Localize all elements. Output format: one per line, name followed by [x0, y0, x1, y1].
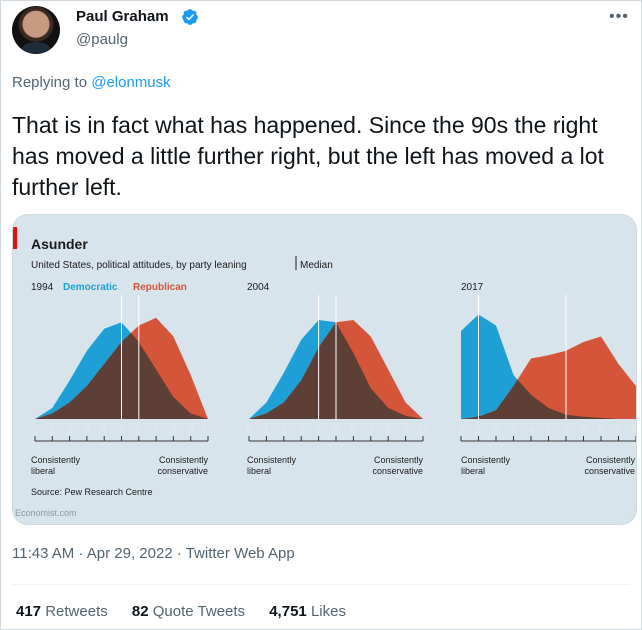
xlabel-right-line2: conservative — [157, 466, 208, 476]
retweets-stat[interactable]: 417 Retweets — [16, 603, 108, 620]
replying-prefix: Replying to — [12, 74, 92, 91]
legend-democratic: Democratic — [63, 282, 118, 293]
x-tick-label: 9 — [188, 424, 194, 436]
xlabel-left-line2: liberal — [247, 466, 271, 476]
x-tick-label: 1 — [49, 424, 55, 436]
x-tick-label: 1 — [475, 424, 481, 436]
avatar-shirt — [20, 42, 52, 54]
x-tick-label: 6 — [563, 424, 569, 436]
replying-to: Replying to @elonmusk — [12, 74, 171, 91]
x-tick-label: 8 — [385, 424, 391, 436]
verified-badge-icon — [182, 9, 198, 25]
x-tick-label: 1 — [263, 424, 269, 436]
x-tick-label: 4 — [101, 424, 107, 436]
tweet-stats: 417 Retweets 82 Quote Tweets 4,751 Likes — [16, 603, 366, 620]
panel-year-label: 2017 — [461, 282, 484, 293]
author-handle[interactable]: @paulg — [76, 31, 128, 48]
x-tick-label: 6 — [136, 424, 142, 436]
chart-subtitle: United States, political attitudes, by p… — [31, 260, 247, 271]
xlabel-left-line2: liberal — [461, 466, 485, 476]
x-tick-label: 8 — [598, 424, 604, 436]
median-key-label: Median — [300, 260, 333, 271]
x-tick-label: 2 — [67, 424, 73, 436]
x-tick-label: 4 — [528, 424, 534, 436]
chart-red-tab — [13, 227, 17, 249]
democratic-area — [461, 314, 636, 419]
x-tick-label: 7 — [368, 424, 374, 436]
x-tick-label: 3 — [510, 424, 516, 436]
tweet-media[interactable]: Asunder United States, political attitude… — [12, 214, 637, 525]
x-tick-label: 10 — [202, 424, 214, 436]
x-tick-label: 8 — [170, 424, 176, 436]
avatar[interactable] — [12, 6, 60, 54]
xlabel-right-line1: Consistently — [159, 455, 209, 465]
more-options-icon[interactable]: ••• — [609, 8, 629, 25]
x-tick-label: 10 — [630, 424, 636, 436]
xlabel-right-line2: conservative — [372, 466, 423, 476]
xlabel-left-line1: Consistently — [247, 455, 297, 465]
x-tick-label: 2 — [493, 424, 499, 436]
x-tick-label: 10 — [417, 424, 429, 436]
legend-republican: Republican — [133, 282, 187, 293]
xlabel-left-line2: liberal — [31, 466, 55, 476]
chart-source: Source: Pew Research Centre — [31, 487, 153, 497]
x-tick-label: 0 — [458, 424, 464, 436]
x-tick-label: 5 — [118, 424, 124, 436]
x-tick-label: 7 — [153, 424, 159, 436]
x-tick-label: 3 — [84, 424, 90, 436]
x-tick-label: 0 — [246, 424, 252, 436]
x-tick-label: 7 — [580, 424, 586, 436]
xlabel-right-line1: Consistently — [586, 455, 636, 465]
tweet-timestamp[interactable]: 11:43 AM · Apr 29, 2022 · Twitter Web Ap… — [12, 545, 295, 562]
likes-stat[interactable]: 4,751 Likes — [269, 603, 346, 620]
panel-year-label: 1994 — [31, 282, 54, 293]
x-tick-label: 5 — [333, 424, 339, 436]
panel-year-label: 2004 — [247, 282, 270, 293]
x-tick-label: 9 — [615, 424, 621, 436]
xlabel-left-line1: Consistently — [31, 455, 81, 465]
quote-tweets-stat[interactable]: 82 Quote Tweets — [131, 603, 246, 620]
xlabel-right-line1: Consistently — [374, 455, 424, 465]
x-tick-label: 0 — [32, 424, 38, 436]
x-tick-label: 5 — [545, 424, 551, 436]
xlabel-right-line2: conservative — [584, 466, 635, 476]
chart-image: Asunder United States, political attitude… — [13, 227, 636, 518]
x-tick-label: 4 — [316, 424, 322, 436]
x-tick-label: 2 — [281, 424, 287, 436]
x-tick-label: 6 — [350, 424, 356, 436]
tweet-text: That is in fact what has happened. Since… — [12, 112, 604, 200]
x-tick-label: 3 — [298, 424, 304, 436]
author-name[interactable]: Paul Graham — [76, 8, 169, 25]
chart-title: Asunder — [31, 236, 88, 252]
x-tick-label: 9 — [403, 424, 409, 436]
replying-to-link[interactable]: @elonmusk — [91, 74, 171, 91]
chart-credit: Economist.com — [15, 508, 77, 518]
divider — [12, 584, 630, 585]
xlabel-left-line1: Consistently — [461, 455, 511, 465]
